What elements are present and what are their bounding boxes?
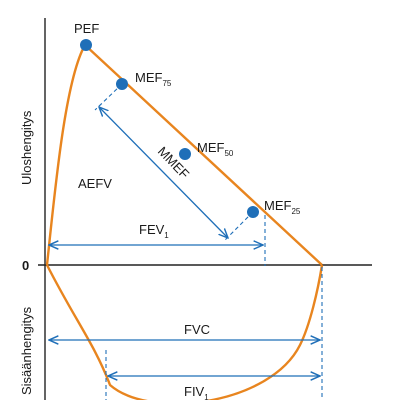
y-axis-top-label: Uloshengitys	[19, 110, 34, 185]
mef75-label: MEF75	[135, 70, 172, 88]
mef50-label: MEF50	[197, 140, 234, 158]
mmef-arrow	[99, 107, 228, 238]
pef-point	[80, 39, 92, 51]
mef25-label: MEF25	[264, 198, 301, 216]
mef75-point	[116, 78, 128, 90]
y-axis-bottom-label: Sisäänhengitys	[19, 306, 34, 395]
pef-label: PEF	[74, 21, 99, 36]
mef75-dashed-guide	[94, 83, 123, 111]
mef25-dashed-guide	[223, 211, 254, 242]
expiratory-curve	[45, 43, 323, 266]
mef50-point	[179, 148, 191, 160]
fev1-label: FEV1	[139, 222, 169, 240]
mef25-point	[247, 206, 259, 218]
aefv-label: AEFV	[78, 176, 112, 191]
zero-label: 0	[22, 258, 29, 273]
fvc-label: FVC	[184, 322, 210, 337]
fiv1-label: FIV1	[184, 384, 209, 400]
inspiratory-curve	[45, 264, 324, 400]
